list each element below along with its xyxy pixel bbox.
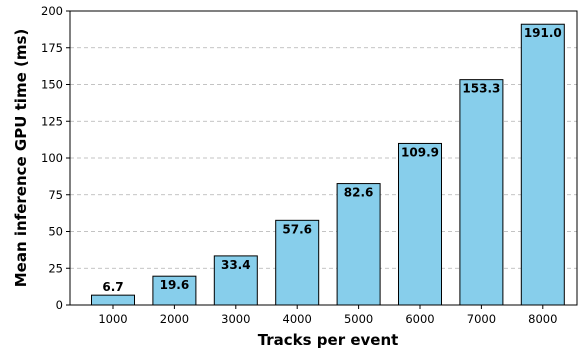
- y-tick-label: 75: [48, 188, 63, 202]
- x-axis-title: Tracks per event: [258, 331, 399, 349]
- bar-value-label-4000: 57.6: [282, 222, 312, 236]
- bar-3000: [213, 255, 258, 306]
- bar-4000: [275, 219, 320, 306]
- bar-value-label-7000: 153.3: [462, 82, 500, 96]
- x-tick-label-7000: 7000: [467, 312, 496, 326]
- bar-1000: [91, 294, 135, 306]
- x-tick-label-5000: 5000: [344, 312, 373, 326]
- x-axis: 1000 2000 3000 4000 5000 6000 7000 8000: [98, 305, 557, 326]
- y-tick-label: 50: [48, 225, 63, 239]
- y-tick-label: 150: [41, 78, 63, 92]
- bar-value-label-1000: 6.7: [102, 280, 123, 294]
- bar-6000: [398, 142, 442, 306]
- bar-value-label-2000: 19.6: [160, 278, 190, 292]
- y-axis-title: Mean inference GPU time (ms): [12, 29, 30, 288]
- x-tick-label-1000: 1000: [98, 312, 127, 326]
- x-tick-label-2000: 2000: [160, 312, 189, 326]
- x-tick-label-3000: 3000: [221, 312, 250, 326]
- y-tick-label: 25: [48, 261, 63, 275]
- y-tick-label: 175: [41, 41, 63, 55]
- bar-7000: [459, 79, 504, 306]
- grid-lines: [70, 47, 577, 269]
- bar-value-label-8000: 191.0: [524, 26, 562, 40]
- bar-value-label-5000: 82.6: [344, 186, 374, 200]
- x-tick-label-6000: 6000: [405, 312, 434, 326]
- y-tick-label: 125: [41, 114, 63, 128]
- bar-value-label-6000: 109.9: [401, 145, 439, 159]
- y-tick-label: 100: [41, 151, 63, 165]
- y-tick-label: 0: [56, 298, 63, 312]
- bar-5000: [336, 183, 381, 306]
- y-tick-label: 200: [41, 4, 63, 18]
- bar-value-labels: 6.7 19.6 33.4 57.6 82.6 109.9 153.3 191.0: [102, 26, 561, 294]
- x-tick-label-4000: 4000: [283, 312, 312, 326]
- bar-value-label-3000: 33.4: [221, 258, 251, 272]
- bars: [91, 23, 565, 306]
- y-axis: 0 25 50 75 100 125 150 175 200: [41, 4, 70, 312]
- bar-8000: [520, 23, 565, 306]
- x-tick-label-8000: 8000: [528, 312, 557, 326]
